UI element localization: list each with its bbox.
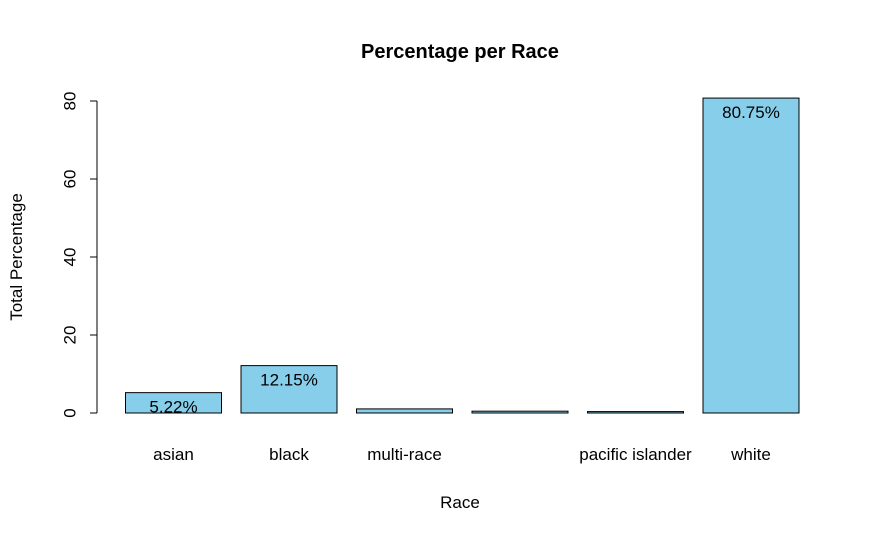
bars-group: [125, 97, 800, 414]
y-tick-label: 40: [61, 248, 80, 267]
y-tick-label: 60: [61, 170, 80, 189]
y-axis-label: Total Percentage: [7, 193, 26, 321]
chart-title: Percentage per Race: [361, 41, 559, 63]
x-axis-label: Race: [440, 493, 480, 512]
bar: [702, 97, 800, 414]
bar: [356, 408, 453, 414]
y-axis: 0 20 40 60 80: [61, 92, 98, 418]
data-labels: 5.22% 12.15% 80.75%: [149, 103, 779, 417]
bar: [471, 410, 569, 414]
category-label: pacific islander: [579, 445, 692, 464]
data-label: 12.15%: [260, 371, 318, 390]
category-label: black: [269, 445, 309, 464]
data-label: 80.75%: [722, 103, 780, 122]
category-label: asian: [153, 445, 194, 464]
category-labels: asian black multi-race pacific islander whit…: [153, 445, 771, 464]
bar: [587, 411, 684, 414]
category-label: white: [730, 445, 771, 464]
y-tick-label: 20: [61, 326, 80, 345]
category-label: multi-race: [367, 445, 442, 464]
data-label: 5.22%: [149, 398, 197, 417]
y-tick-label: 0: [61, 408, 80, 417]
bar: [125, 392, 222, 414]
bar: [240, 365, 338, 414]
y-tick-label: 80: [61, 92, 80, 111]
